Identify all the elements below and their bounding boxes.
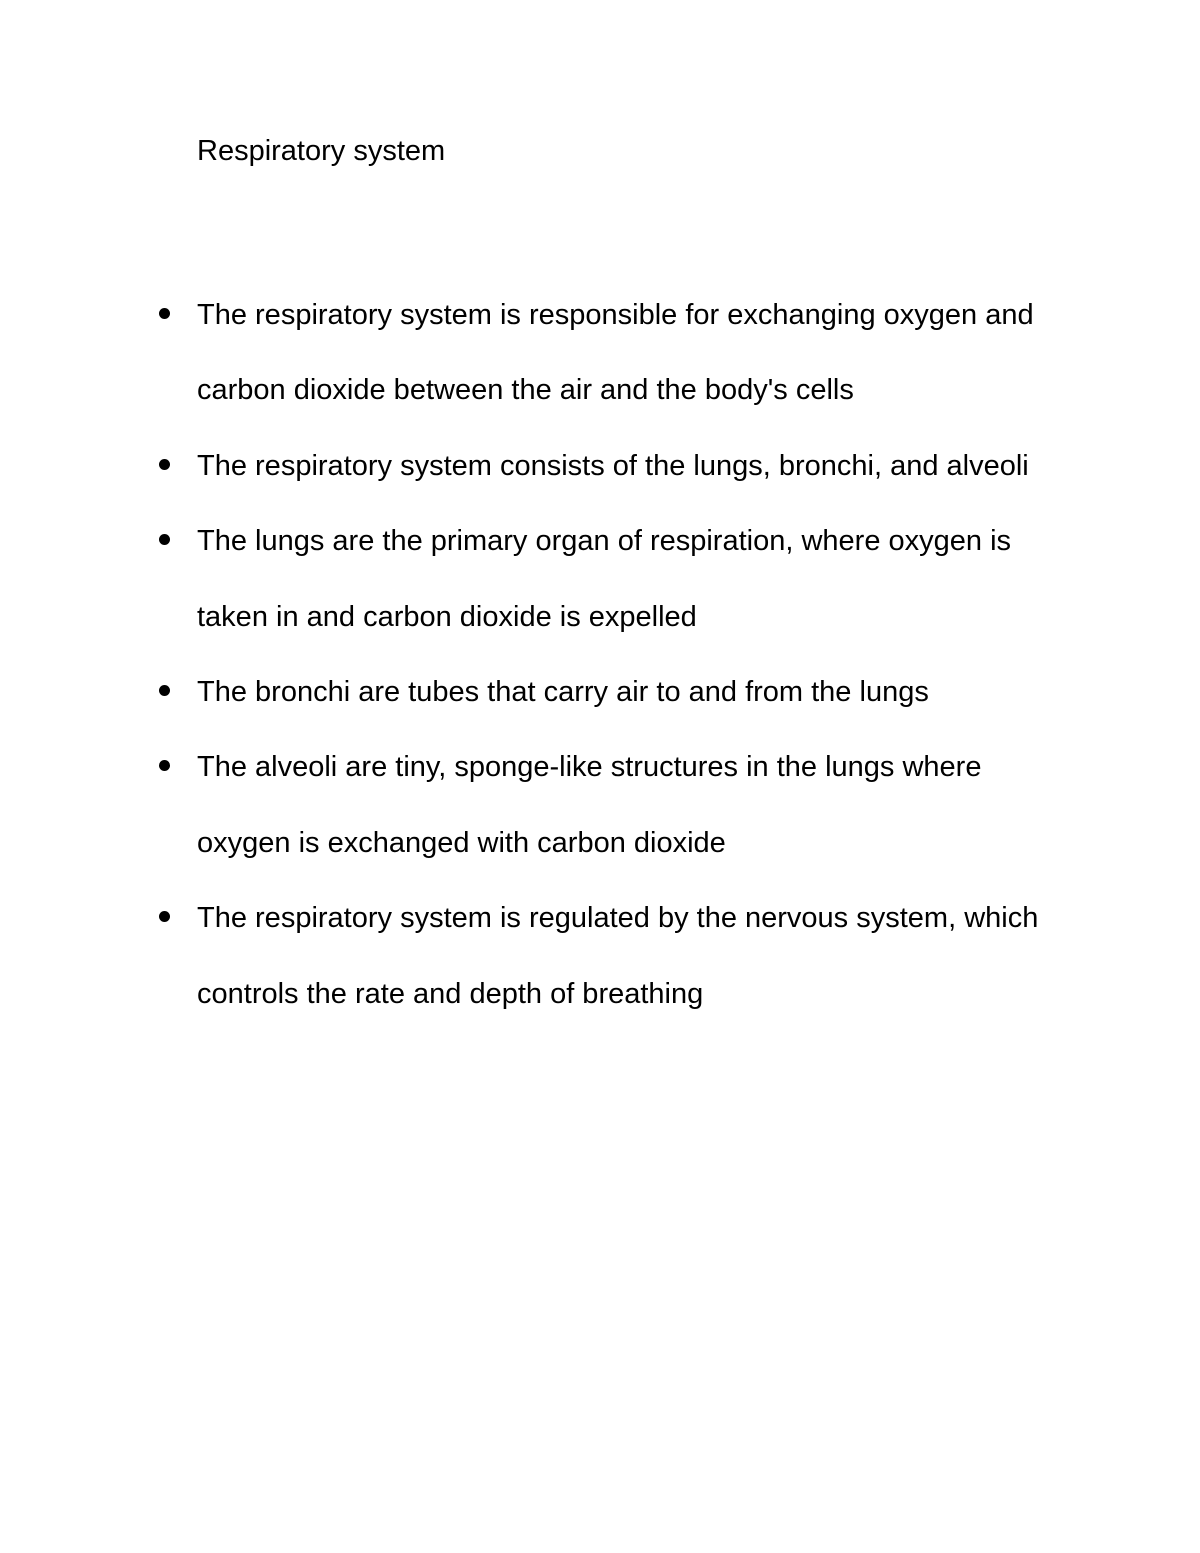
list-item: The alveoli are tiny, sponge-like struct… <box>145 730 1055 881</box>
list-item: The bronchi are tubes that carry air to … <box>145 655 1055 730</box>
list-item: The lungs are the primary organ of respi… <box>145 504 1055 655</box>
list-item: The respiratory system is regulated by t… <box>145 881 1055 1032</box>
document-title: Respiratory system <box>197 135 1055 168</box>
list-item: The respiratory system is responsible fo… <box>145 278 1055 429</box>
list-item: The respiratory system consists of the l… <box>145 429 1055 504</box>
bullet-list: The respiratory system is responsible fo… <box>145 278 1055 1032</box>
